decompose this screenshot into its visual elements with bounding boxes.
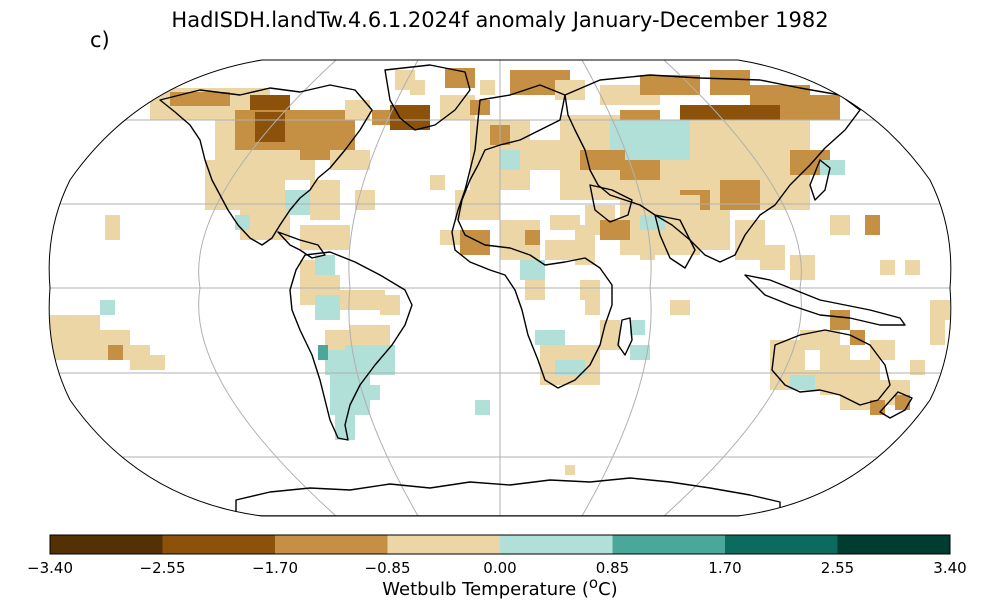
- anomaly-cell: [520, 260, 545, 280]
- anomaly-cell: [130, 345, 150, 370]
- anomaly-cell: [930, 300, 950, 320]
- colorbar-bin: [162, 535, 276, 554]
- anomaly-cell: [905, 260, 920, 275]
- anomaly-cell: [470, 100, 490, 115]
- anomaly-cell: [670, 300, 690, 315]
- anomaly-cell: [225, 180, 245, 190]
- anomaly-cell: [360, 385, 380, 400]
- anomaly-cell: [535, 330, 565, 345]
- colorbar-bin: [50, 535, 163, 554]
- anomaly-cell: [760, 245, 785, 270]
- anomaly-cell: [630, 345, 650, 360]
- anomaly-cell: [700, 130, 720, 150]
- anomaly-cell: [430, 175, 445, 190]
- colorbar-label-suffix: C): [598, 579, 618, 600]
- anomaly-cell: [380, 295, 400, 315]
- anomaly-cell: [710, 70, 750, 95]
- anomaly-cell: [790, 375, 815, 390]
- anomaly-cell: [550, 215, 580, 230]
- anomaly-cell: [455, 190, 500, 220]
- anomaly-cell: [555, 80, 585, 100]
- colorbar-label-text: Wetbulb Temperature (: [382, 579, 589, 600]
- anomaly-cell: [105, 215, 120, 240]
- colorbar-tick-label: −1.70: [252, 559, 298, 577]
- anomaly-cell: [585, 300, 600, 315]
- anomaly-cell: [580, 150, 625, 170]
- anomaly-cell: [580, 280, 600, 300]
- anomaly-cell: [440, 230, 460, 245]
- colorbar-label: Wetbulb Temperature (oC): [0, 574, 1000, 600]
- anomaly-cell: [790, 255, 815, 280]
- colorbar-tick-label: −2.55: [139, 559, 186, 577]
- anomaly-cell: [620, 160, 660, 180]
- colorbar-tick-label: 2.55: [820, 559, 855, 577]
- anomaly-cell: [500, 150, 520, 170]
- colorbar-tick-label: 1.70: [708, 559, 742, 577]
- anomaly-cell: [475, 400, 490, 415]
- anomaly-cell: [820, 160, 845, 175]
- coastlines: [159, 64, 913, 516]
- anomaly-cell: [680, 105, 800, 120]
- anomaly-cell: [300, 225, 350, 250]
- colorbar-bin: [612, 535, 726, 554]
- anomaly-cell: [575, 225, 595, 265]
- colorbar-bin: [500, 535, 613, 554]
- anomaly-cell: [600, 220, 630, 240]
- colorbar-tick-label: 3.40: [933, 559, 967, 577]
- anomaly-cell: [910, 360, 925, 375]
- anomaly-cell: [830, 215, 850, 235]
- anomaly-cell: [100, 300, 115, 315]
- colorbar-bin: [387, 535, 501, 554]
- anomaly-cell: [350, 325, 390, 345]
- anomaly-cell: [545, 240, 575, 260]
- anomaly-cell: [315, 255, 335, 275]
- anomaly-cell: [740, 150, 780, 170]
- anomaly-cell: [720, 180, 760, 210]
- anomaly-cell: [345, 100, 370, 120]
- anomaly-cell: [520, 140, 560, 170]
- anomaly-cell: [640, 130, 680, 160]
- colorbar-bin: [275, 535, 388, 554]
- anomaly-cell: [700, 210, 730, 250]
- anomaly-cell: [310, 180, 340, 220]
- anomaly-cell: [345, 345, 395, 375]
- anomaly-cell: [315, 295, 340, 320]
- colorbar-tick-label: −0.85: [364, 559, 411, 577]
- anomaly-cell: [930, 320, 945, 345]
- anomaly-cell: [565, 465, 575, 475]
- anomaly-cell: [870, 340, 895, 360]
- colorbar-tick-label: 0.00: [483, 559, 517, 577]
- colorbar-tick-label: −3.40: [27, 559, 73, 577]
- anomaly-cell: [170, 92, 230, 106]
- anomaly-cells: [50, 68, 950, 475]
- anomaly-cell: [108, 345, 123, 360]
- anomaly-cell: [150, 355, 165, 370]
- colorbar-bin: [837, 535, 951, 554]
- panel-label: c): [90, 28, 110, 52]
- anomaly-cell: [630, 320, 645, 335]
- anomaly-cell: [318, 345, 328, 360]
- anomaly-cell: [895, 395, 910, 410]
- anomaly-cell: [880, 260, 895, 275]
- colorbar-tick-label: 0.85: [595, 559, 630, 577]
- anomaly-cell: [830, 310, 850, 330]
- anomaly-cell: [410, 80, 425, 95]
- anomaly-cell: [480, 80, 495, 95]
- map-title: HadISDH.landTw.4.6.1.2024f anomaly Janua…: [171, 8, 829, 32]
- anomaly-cell: [865, 215, 880, 235]
- anomaly-cell: [525, 280, 545, 300]
- globe-outline: [48, 59, 952, 517]
- gridlines: [49, 60, 951, 516]
- anomaly-cell: [325, 350, 350, 375]
- anomaly-cell: [525, 230, 540, 245]
- anomaly-cell: [300, 260, 315, 275]
- anomaly-cell: [555, 360, 585, 375]
- colorbar-bin: [725, 535, 838, 554]
- anomaly-cell: [780, 95, 840, 120]
- anomaly-cell: [335, 290, 385, 310]
- colorbar-label-sup: o: [588, 574, 599, 592]
